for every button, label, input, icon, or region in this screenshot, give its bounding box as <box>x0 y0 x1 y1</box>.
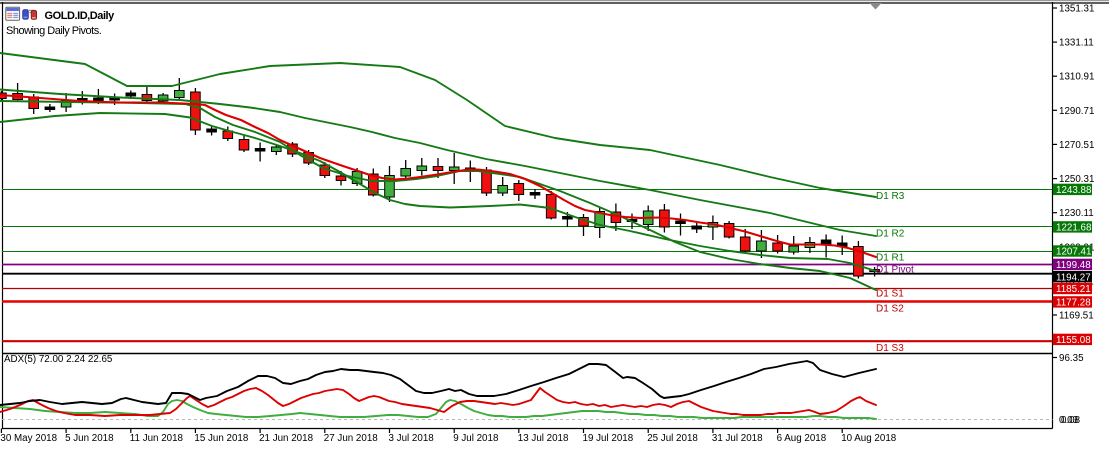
svg-text:0.03: 0.03 <box>1059 415 1079 426</box>
svg-text:1331.11: 1331.11 <box>1059 38 1094 49</box>
svg-text:1185.21: 1185.21 <box>1056 284 1091 295</box>
svg-text:1270.51: 1270.51 <box>1059 140 1094 151</box>
svg-text:1230.11: 1230.11 <box>1059 208 1094 219</box>
svg-text:1290.71: 1290.71 <box>1059 106 1094 117</box>
svg-text:25 Jul 2018: 25 Jul 2018 <box>647 433 698 444</box>
svg-text:3 Jul 2018: 3 Jul 2018 <box>389 433 435 444</box>
svg-text:9 Jul 2018: 9 Jul 2018 <box>453 433 499 444</box>
svg-text:0.08: 0.08 <box>1061 415 1081 426</box>
svg-text:19 Jul 2018: 19 Jul 2018 <box>583 433 634 444</box>
svg-text:1221.68: 1221.68 <box>1056 223 1092 234</box>
svg-text:Showing Daily Pivots.: Showing Daily Pivots. <box>6 25 102 37</box>
svg-text:ADX(5) 72.00 2.24 22.65: ADX(5) 72.00 2.24 22.65 <box>4 354 113 365</box>
svg-text:1207.41: 1207.41 <box>1056 247 1091 258</box>
svg-text:GOLD.ID,Daily: GOLD.ID,Daily <box>45 10 116 22</box>
svg-text:30 May 2018: 30 May 2018 <box>0 433 57 444</box>
svg-text:1177.28: 1177.28 <box>1056 298 1091 309</box>
svg-text:1194.27: 1194.27 <box>1056 272 1091 283</box>
svg-text:1169.51: 1169.51 <box>1059 311 1094 322</box>
svg-text:D1 R2: D1 R2 <box>876 228 905 239</box>
svg-text:15 Jun 2018: 15 Jun 2018 <box>194 433 248 444</box>
svg-text:6 Aug 2018: 6 Aug 2018 <box>777 433 827 444</box>
svg-text:D1 R1: D1 R1 <box>876 253 905 264</box>
svg-text:D1 S2: D1 S2 <box>876 303 904 314</box>
svg-text:27 Jun 2018: 27 Jun 2018 <box>324 433 378 444</box>
svg-text:13 Jul 2018: 13 Jul 2018 <box>518 433 569 444</box>
svg-text:D1 S3: D1 S3 <box>876 343 904 354</box>
svg-text:1310.91: 1310.91 <box>1059 72 1094 83</box>
svg-text:1199.48: 1199.48 <box>1056 260 1091 271</box>
svg-text:10 Aug 2018: 10 Aug 2018 <box>841 433 897 444</box>
svg-text:21 Jun 2018: 21 Jun 2018 <box>259 433 313 444</box>
svg-text:1155.08: 1155.08 <box>1056 335 1091 346</box>
svg-text:5 Jun 2018: 5 Jun 2018 <box>65 433 114 444</box>
svg-text:1243.88: 1243.88 <box>1056 185 1092 196</box>
svg-text:D1 S1: D1 S1 <box>876 289 904 300</box>
svg-text:11 Jun 2018: 11 Jun 2018 <box>130 433 184 444</box>
svg-text:1250.31: 1250.31 <box>1059 174 1094 185</box>
svg-text:D1 Pivot: D1 Pivot <box>876 264 914 275</box>
svg-text:96.35: 96.35 <box>1059 353 1084 364</box>
svg-text:31 Jul 2018: 31 Jul 2018 <box>712 433 763 444</box>
svg-text:D1 R3: D1 R3 <box>876 191 905 202</box>
svg-text:1351.31: 1351.31 <box>1059 4 1094 15</box>
